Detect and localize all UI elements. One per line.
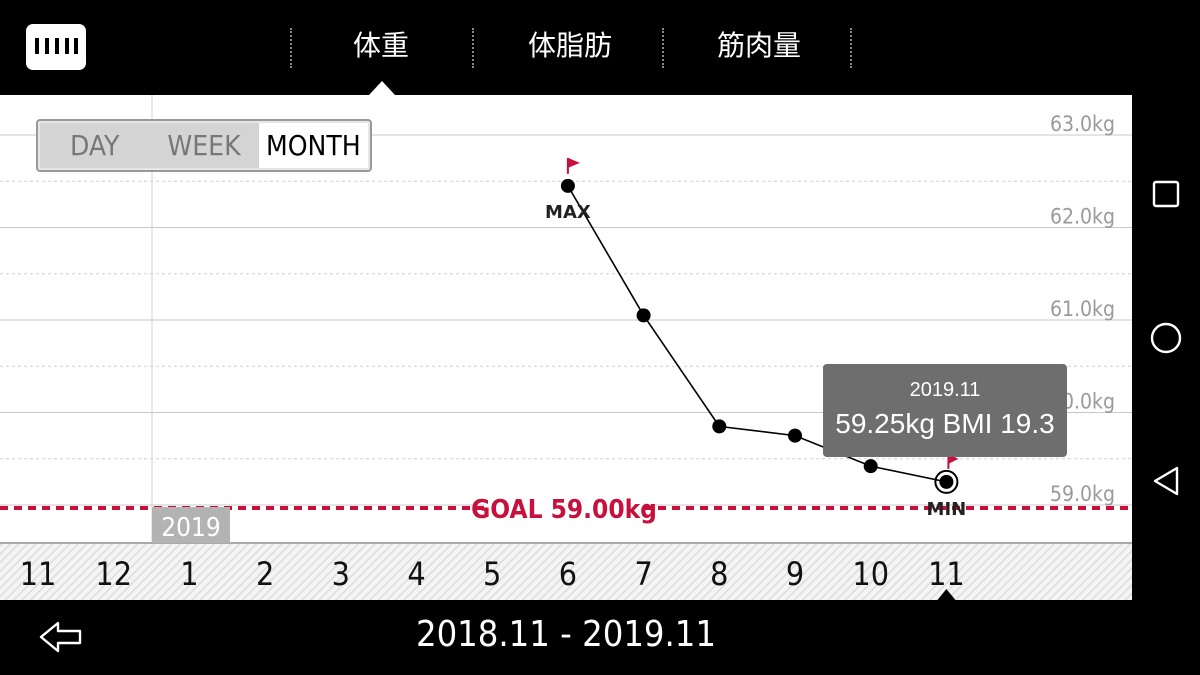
- x-tick-label: 5: [483, 555, 501, 593]
- tab-body-fat[interactable]: 体脂肪: [527, 30, 612, 61]
- min-label: MIN: [927, 499, 967, 520]
- data-point: [636, 308, 651, 323]
- x-tick-label: 9: [786, 555, 804, 593]
- tab-separator: [850, 28, 852, 68]
- tab-muscle-mass[interactable]: 筋肉量: [716, 30, 801, 61]
- x-tick-label: 7: [634, 555, 652, 593]
- period-toggle: DAY WEEK MONTH: [36, 119, 372, 172]
- x-tick-label: 4: [407, 555, 425, 593]
- x-tick-label: 6: [559, 555, 577, 593]
- tab-separator: [472, 28, 474, 68]
- active-tab-pointer: [369, 81, 395, 95]
- x-tick-label: 12: [95, 555, 132, 593]
- y-tick-label: 63.0kg: [1050, 112, 1115, 136]
- selected-point-ring: [934, 469, 959, 494]
- bottom-bar: [0, 600, 1132, 675]
- series-line: [567, 185, 947, 483]
- value-tooltip: 2019.11 59.25kg BMI 19.3: [823, 364, 1067, 457]
- data-point: [712, 419, 727, 434]
- back-triangle-icon[interactable]: [1152, 465, 1180, 497]
- x-tick-label: 3: [332, 555, 350, 593]
- x-tick-label: 8: [710, 555, 728, 593]
- goal-label-bg: [484, 491, 644, 523]
- x-tick-label: 2: [256, 555, 274, 593]
- y-tick-label: 59.0kg: [1050, 482, 1115, 506]
- y-tick-label: 62.0kg: [1050, 205, 1115, 229]
- year-marker: 2019: [161, 513, 221, 543]
- month-button[interactable]: MONTH: [258, 123, 368, 168]
- tooltip-date: 2019.11: [909, 379, 981, 401]
- data-point: [863, 459, 878, 474]
- x-tick-label: 10: [852, 555, 889, 593]
- circle-icon[interactable]: [1150, 322, 1182, 354]
- week-button[interactable]: WEEK: [149, 123, 259, 168]
- x-tick-label: 11: [20, 555, 57, 593]
- system-nav-bar: [1132, 0, 1200, 675]
- x-tick-label: 11: [928, 555, 965, 593]
- max-flag-icon: [567, 157, 580, 168]
- max-label: MAX: [545, 202, 591, 223]
- top-bar: 体重 体脂肪 筋肉量: [0, 0, 1132, 95]
- back-arrow-icon[interactable]: [38, 619, 84, 655]
- date-range: 2018.11 - 2019.11: [415, 614, 717, 655]
- tab-weight[interactable]: 体重: [352, 30, 409, 61]
- square-icon[interactable]: [1152, 180, 1180, 208]
- x-tick-label: 1: [180, 555, 198, 593]
- data-point: [939, 474, 954, 489]
- tooltip-value: 59.25kg BMI 19.3: [835, 408, 1055, 439]
- tab-separator: [662, 28, 664, 68]
- tab-separator: [290, 28, 292, 68]
- goal-label: GOAL 59.00kg: [471, 495, 657, 525]
- x-axis-hatch: [0, 543, 1132, 600]
- day-button[interactable]: DAY: [40, 123, 150, 168]
- app-logo-icon: [26, 24, 86, 70]
- year-marker-bg: [152, 507, 230, 543]
- y-tick-label: 61.0kg: [1050, 297, 1115, 321]
- data-point: [788, 428, 802, 443]
- selected-month-pointer: [937, 589, 956, 600]
- data-point: [560, 178, 575, 193]
